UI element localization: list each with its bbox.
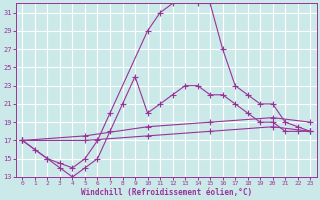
X-axis label: Windchill (Refroidissement éolien,°C): Windchill (Refroidissement éolien,°C) bbox=[81, 188, 252, 197]
